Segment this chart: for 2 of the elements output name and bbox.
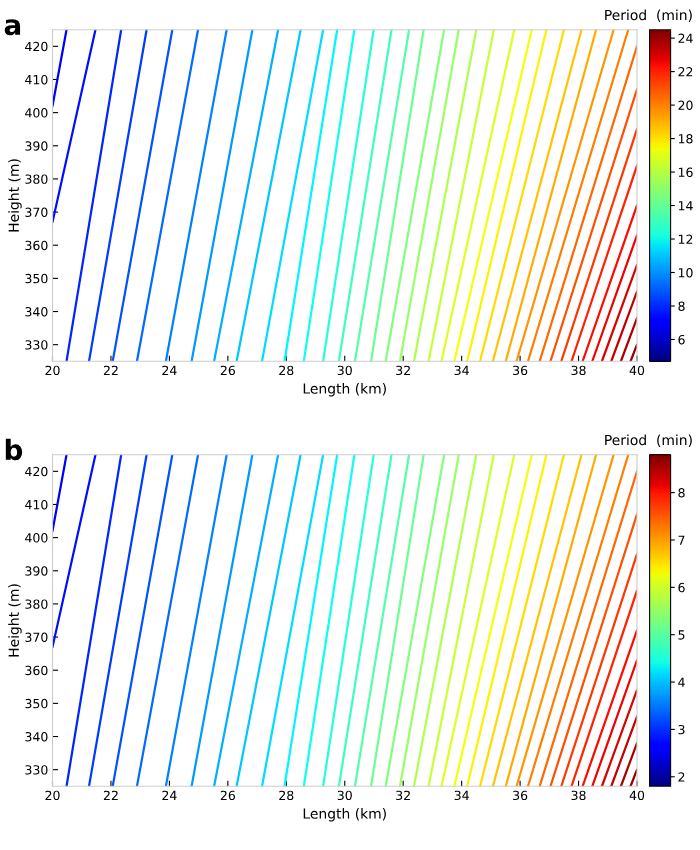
chart-title: b: [5, 438, 23, 461]
chart-title: a: [4, 19, 21, 36]
